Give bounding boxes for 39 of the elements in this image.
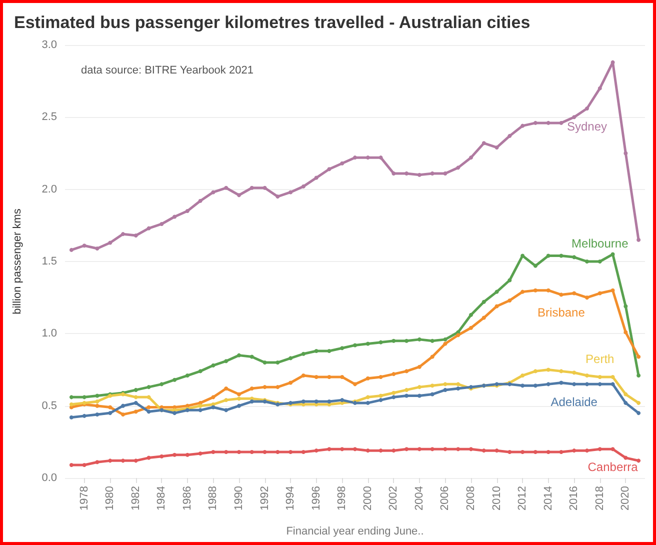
- x-tick-label: 2016: [568, 486, 580, 510]
- annotation: data source: BITRE Yearbook 2021: [81, 64, 254, 76]
- y-tick-label: 1.5: [42, 256, 57, 268]
- x-tick-label: 1996: [310, 486, 322, 510]
- x-tick-label: 2020: [620, 486, 632, 510]
- y-tick-label: 1.0: [42, 328, 57, 340]
- y-tick-label: 2.5: [42, 111, 57, 124]
- series-label: Melbourne: [572, 236, 629, 250]
- series-label: Sydney: [566, 120, 608, 134]
- series-label: Canberra: [588, 460, 638, 474]
- x-tick-label: 2014: [542, 486, 554, 510]
- y-axis-title: billion passenger kms: [12, 208, 24, 314]
- y-tick-label: 0.5: [42, 400, 57, 412]
- x-tick-label: 1982: [130, 486, 142, 510]
- x-tick-label: 1986: [181, 486, 194, 510]
- x-axis-title: Financial year ending June..: [286, 526, 424, 538]
- x-tick-label: 2012: [516, 486, 529, 510]
- x-tick-label: 1978: [78, 486, 90, 510]
- x-tick-label: 2010: [490, 486, 503, 510]
- y-tick-label: 3.0: [42, 39, 57, 51]
- x-tick-label: 2006: [439, 486, 452, 510]
- x-tick-label: 2018: [594, 486, 606, 510]
- x-tick-label: 1990: [233, 486, 245, 510]
- x-tick-label: 2002: [388, 486, 400, 510]
- series-label: Brisbane: [538, 306, 586, 320]
- y-tick-label: 2.0: [42, 183, 57, 196]
- x-tick-label: 2008: [465, 486, 477, 510]
- x-tick-label: 1980: [104, 486, 116, 510]
- x-tick-label: 2004: [413, 486, 426, 510]
- y-tick-label: 0.0: [42, 472, 57, 484]
- x-tick-label: 1992: [258, 486, 271, 510]
- chart-title: Estimated bus passenger kilometres travelled - Australian cities: [14, 13, 530, 32]
- x-tick-label: 1998: [336, 486, 348, 510]
- x-tick-label: 2000: [362, 486, 374, 510]
- series-label: Perth: [586, 352, 614, 366]
- x-tick-label: 1988: [207, 486, 220, 510]
- series-label: Adelaide: [550, 395, 598, 410]
- x-tick-label: 1984: [156, 486, 168, 510]
- x-tick-label: 1994: [284, 486, 297, 510]
